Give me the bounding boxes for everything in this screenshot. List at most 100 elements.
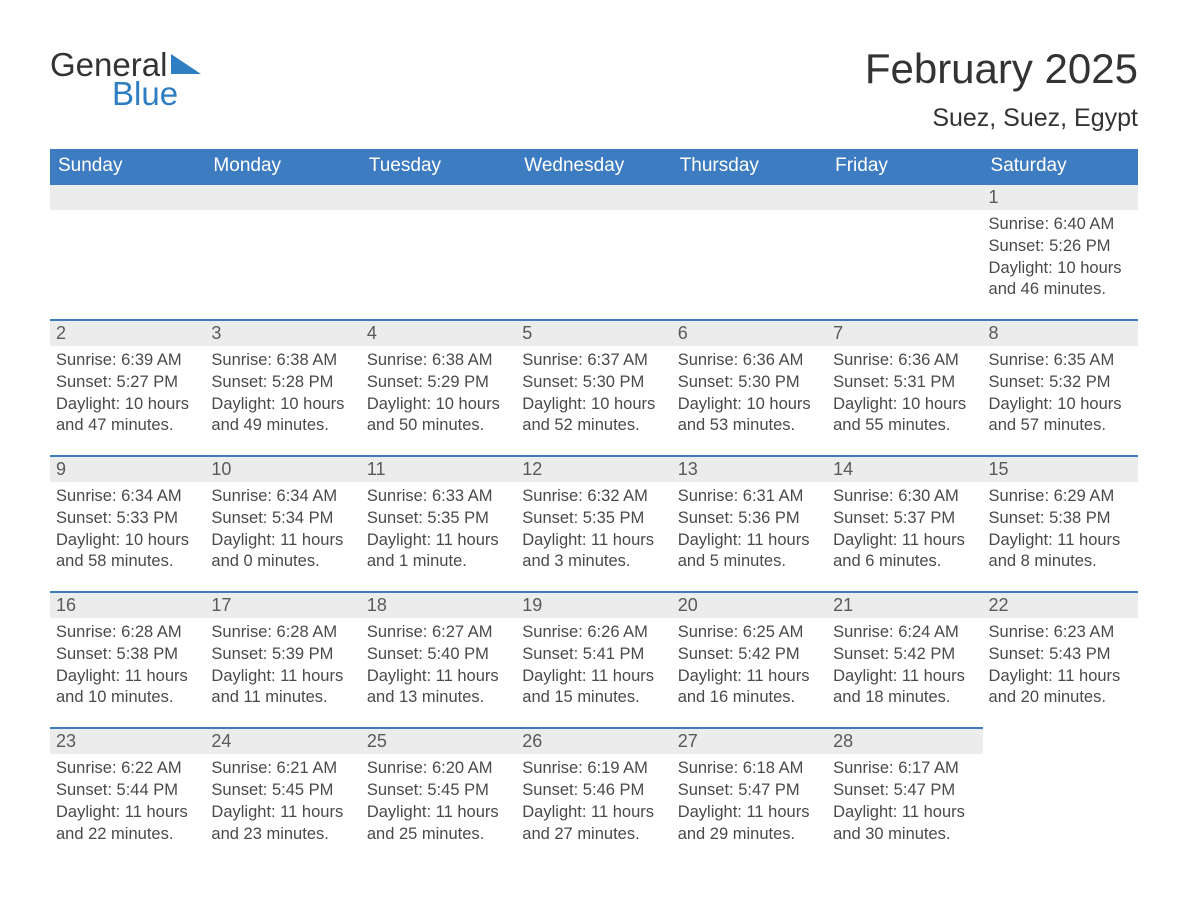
- day-data: Sunrise: 6:38 AMSunset: 5:29 PMDaylight:…: [361, 346, 516, 455]
- calendar-cell: [827, 183, 982, 319]
- day-number: 17: [205, 593, 360, 618]
- daylight-line-1: Daylight: 10 hours: [56, 530, 199, 552]
- sunset-line: Sunset: 5:46 PM: [522, 780, 665, 802]
- day-data: Sunrise: 6:34 AMSunset: 5:34 PMDaylight:…: [205, 482, 360, 591]
- daylight-line-2: and 55 minutes.: [833, 415, 976, 437]
- sunrise-line: Sunrise: 6:27 AM: [367, 622, 510, 644]
- daylight-line-2: and 29 minutes.: [678, 824, 821, 846]
- sunrise-line: Sunrise: 6:24 AM: [833, 622, 976, 644]
- header-row: General Blue February 2025 Suez, Suez, E…: [50, 48, 1138, 145]
- day-cell: 14Sunrise: 6:30 AMSunset: 5:37 PMDayligh…: [827, 455, 982, 591]
- day-number: 8: [983, 321, 1138, 346]
- calendar-cell: 17Sunrise: 6:28 AMSunset: 5:39 PMDayligh…: [205, 591, 360, 727]
- calendar-cell: 18Sunrise: 6:27 AMSunset: 5:40 PMDayligh…: [361, 591, 516, 727]
- day-data: Sunrise: 6:18 AMSunset: 5:47 PMDaylight:…: [672, 754, 827, 863]
- sunrise-line: Sunrise: 6:20 AM: [367, 758, 510, 780]
- daylight-line-1: Daylight: 10 hours: [678, 394, 821, 416]
- sunrise-line: Sunrise: 6:34 AM: [56, 486, 199, 508]
- calendar-cell: [983, 727, 1138, 863]
- sunset-line: Sunset: 5:45 PM: [367, 780, 510, 802]
- day-cell: 5Sunrise: 6:37 AMSunset: 5:30 PMDaylight…: [516, 319, 671, 455]
- sunrise-line: Sunrise: 6:23 AM: [989, 622, 1132, 644]
- daylight-line-1: Daylight: 11 hours: [522, 802, 665, 824]
- sunset-line: Sunset: 5:31 PM: [833, 372, 976, 394]
- sunset-line: Sunset: 5:44 PM: [56, 780, 199, 802]
- day-data: Sunrise: 6:30 AMSunset: 5:37 PMDaylight:…: [827, 482, 982, 591]
- daylight-line-1: Daylight: 10 hours: [833, 394, 976, 416]
- daylight-line-2: and 23 minutes.: [211, 824, 354, 846]
- calendar-cell: 8Sunrise: 6:35 AMSunset: 5:32 PMDaylight…: [983, 319, 1138, 455]
- daylight-line-2: and 25 minutes.: [367, 824, 510, 846]
- calendar-row: 9Sunrise: 6:34 AMSunset: 5:33 PMDaylight…: [50, 455, 1138, 591]
- day-cell: 2Sunrise: 6:39 AMSunset: 5:27 PMDaylight…: [50, 319, 205, 455]
- daylight-line-1: Daylight: 11 hours: [833, 666, 976, 688]
- sunset-line: Sunset: 5:27 PM: [56, 372, 199, 394]
- calendar-page: General Blue February 2025 Suez, Suez, E…: [0, 0, 1188, 903]
- day-cell: 11Sunrise: 6:33 AMSunset: 5:35 PMDayligh…: [361, 455, 516, 591]
- sunrise-line: Sunrise: 6:36 AM: [678, 350, 821, 372]
- day-data: Sunrise: 6:26 AMSunset: 5:41 PMDaylight:…: [516, 618, 671, 727]
- day-data: Sunrise: 6:27 AMSunset: 5:40 PMDaylight:…: [361, 618, 516, 727]
- daylight-line-1: Daylight: 11 hours: [367, 530, 510, 552]
- daylight-line-2: and 13 minutes.: [367, 687, 510, 709]
- daylight-line-1: Daylight: 11 hours: [211, 530, 354, 552]
- daylight-line-2: and 3 minutes.: [522, 551, 665, 573]
- day-data: Sunrise: 6:19 AMSunset: 5:46 PMDaylight:…: [516, 754, 671, 863]
- day-number: 25: [361, 729, 516, 754]
- sunset-line: Sunset: 5:42 PM: [678, 644, 821, 666]
- sunset-line: Sunset: 5:29 PM: [367, 372, 510, 394]
- sunrise-line: Sunrise: 6:38 AM: [211, 350, 354, 372]
- day-cell: 7Sunrise: 6:36 AMSunset: 5:31 PMDaylight…: [827, 319, 982, 455]
- sunset-line: Sunset: 5:35 PM: [367, 508, 510, 530]
- sunset-line: Sunset: 5:40 PM: [367, 644, 510, 666]
- day-data: Sunrise: 6:17 AMSunset: 5:47 PMDaylight:…: [827, 754, 982, 863]
- daylight-line-1: Daylight: 11 hours: [522, 530, 665, 552]
- sunset-line: Sunset: 5:26 PM: [989, 236, 1132, 258]
- day-number: 27: [672, 729, 827, 754]
- sunrise-line: Sunrise: 6:32 AM: [522, 486, 665, 508]
- sunrise-line: Sunrise: 6:33 AM: [367, 486, 510, 508]
- daylight-line-2: and 50 minutes.: [367, 415, 510, 437]
- page-title: February 2025: [865, 48, 1138, 90]
- calendar-cell: 16Sunrise: 6:28 AMSunset: 5:38 PMDayligh…: [50, 591, 205, 727]
- day-number: 1: [983, 185, 1138, 210]
- daylight-line-1: Daylight: 10 hours: [367, 394, 510, 416]
- weekday-header-cell: Tuesday: [361, 149, 516, 183]
- sunset-line: Sunset: 5:38 PM: [56, 644, 199, 666]
- calendar-cell: 19Sunrise: 6:26 AMSunset: 5:41 PMDayligh…: [516, 591, 671, 727]
- day-number: 15: [983, 457, 1138, 482]
- calendar-cell: 5Sunrise: 6:37 AMSunset: 5:30 PMDaylight…: [516, 319, 671, 455]
- day-data: Sunrise: 6:24 AMSunset: 5:42 PMDaylight:…: [827, 618, 982, 727]
- day-number: 7: [827, 321, 982, 346]
- day-number: 16: [50, 593, 205, 618]
- calendar-cell: 28Sunrise: 6:17 AMSunset: 5:47 PMDayligh…: [827, 727, 982, 863]
- calendar-cell: [672, 183, 827, 319]
- daylight-line-2: and 46 minutes.: [989, 279, 1132, 301]
- daylight-line-1: Daylight: 11 hours: [989, 530, 1132, 552]
- calendar-cell: 23Sunrise: 6:22 AMSunset: 5:44 PMDayligh…: [50, 727, 205, 863]
- sunset-line: Sunset: 5:35 PM: [522, 508, 665, 530]
- daylight-line-2: and 0 minutes.: [211, 551, 354, 573]
- daylight-line-2: and 52 minutes.: [522, 415, 665, 437]
- calendar-row: 1Sunrise: 6:40 AMSunset: 5:26 PMDaylight…: [50, 183, 1138, 319]
- sunset-line: Sunset: 5:43 PM: [989, 644, 1132, 666]
- weekday-header-cell: Sunday: [50, 149, 205, 183]
- calendar-cell: [361, 183, 516, 319]
- daylight-line-1: Daylight: 11 hours: [56, 802, 199, 824]
- sunrise-line: Sunrise: 6:17 AM: [833, 758, 976, 780]
- calendar-cell: 2Sunrise: 6:39 AMSunset: 5:27 PMDaylight…: [50, 319, 205, 455]
- day-data: Sunrise: 6:32 AMSunset: 5:35 PMDaylight:…: [516, 482, 671, 591]
- day-number: 13: [672, 457, 827, 482]
- calendar-cell: 3Sunrise: 6:38 AMSunset: 5:28 PMDaylight…: [205, 319, 360, 455]
- sunset-line: Sunset: 5:30 PM: [522, 372, 665, 394]
- calendar-body: 1Sunrise: 6:40 AMSunset: 5:26 PMDaylight…: [50, 183, 1138, 863]
- daylight-line-1: Daylight: 11 hours: [678, 802, 821, 824]
- sunrise-line: Sunrise: 6:31 AM: [678, 486, 821, 508]
- sunrise-line: Sunrise: 6:28 AM: [56, 622, 199, 644]
- calendar-cell: [516, 183, 671, 319]
- daylight-line-1: Daylight: 10 hours: [522, 394, 665, 416]
- calendar-cell: 13Sunrise: 6:31 AMSunset: 5:36 PMDayligh…: [672, 455, 827, 591]
- daylight-line-1: Daylight: 11 hours: [989, 666, 1132, 688]
- day-cell: 28Sunrise: 6:17 AMSunset: 5:47 PMDayligh…: [827, 727, 982, 863]
- daylight-line-2: and 30 minutes.: [833, 824, 976, 846]
